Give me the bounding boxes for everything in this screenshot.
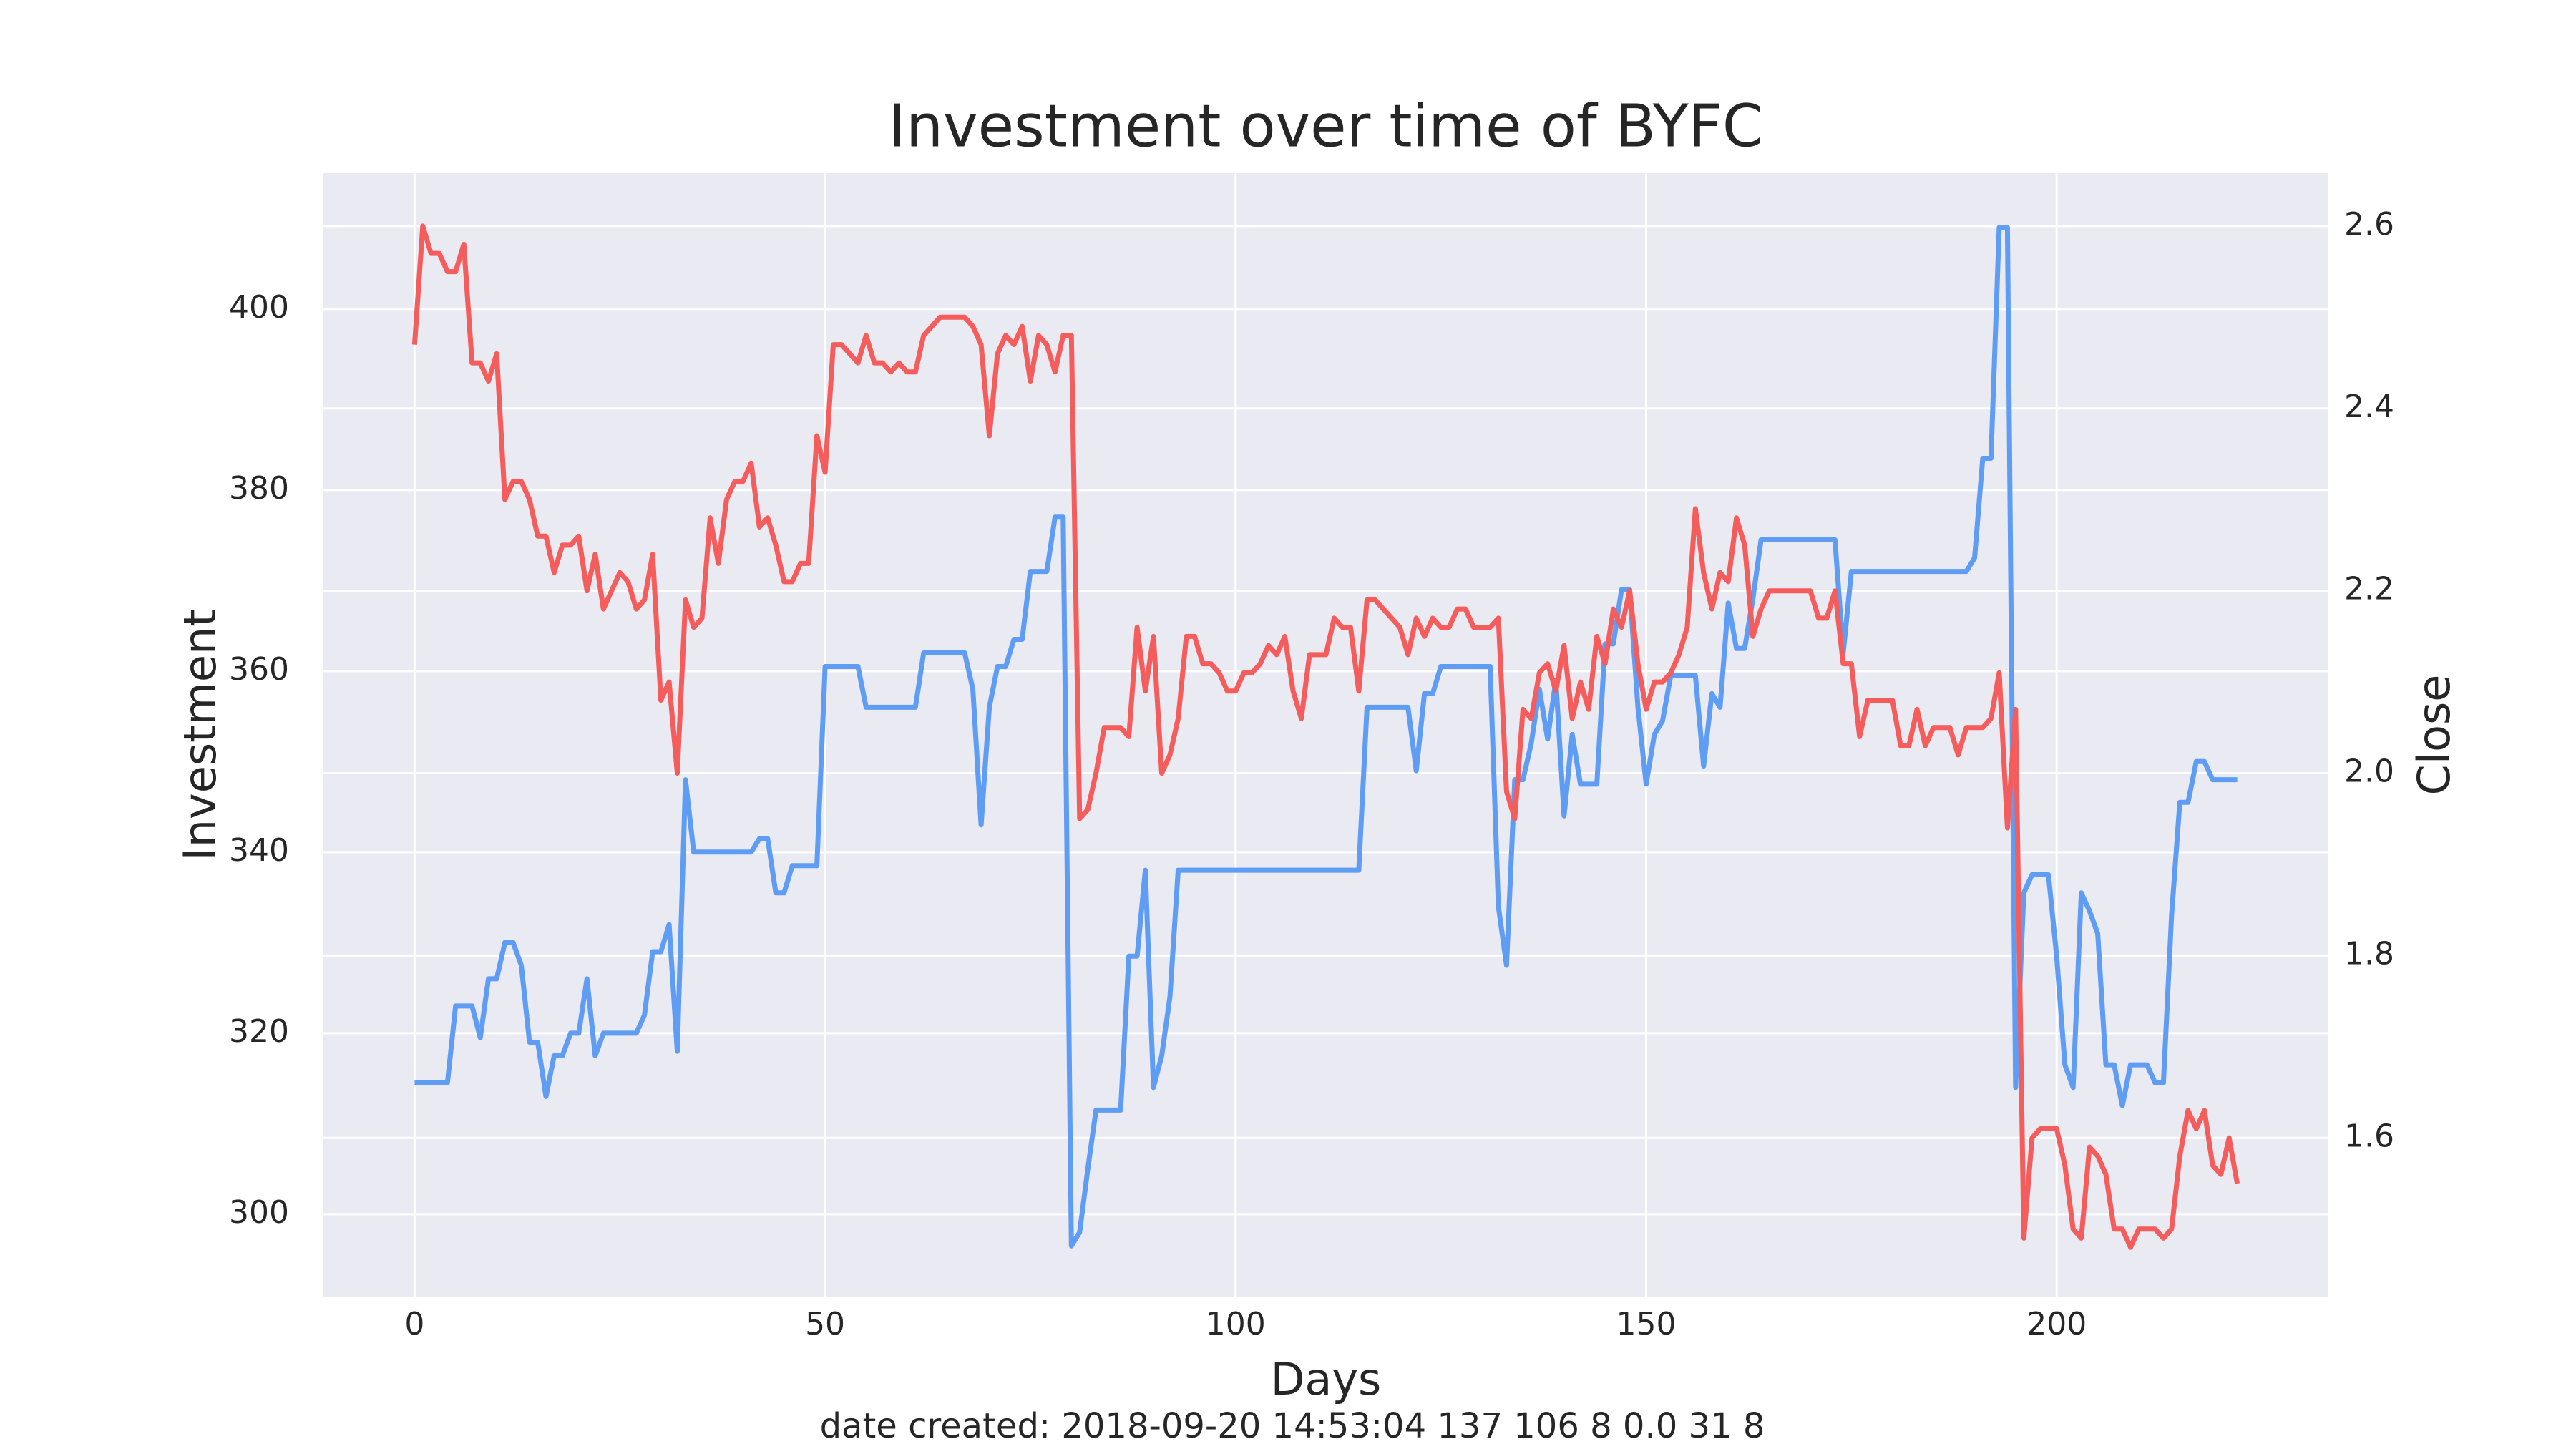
x-tick-label: 150 (1616, 1306, 1677, 1342)
chart-title: Investment over time of BYFC (889, 92, 1763, 160)
series-line (411, 223, 2240, 1250)
y2-tick-label: 2.6 (2344, 206, 2394, 243)
y-tick-label: 320 (229, 1013, 289, 1050)
y2-tick-label: 1.6 (2344, 1118, 2394, 1154)
x-tick-label: 100 (1206, 1306, 1266, 1342)
y-tick-label: 340 (229, 832, 289, 869)
y-tick-label: 400 (229, 289, 289, 326)
y-axis-label: Investment (174, 609, 226, 860)
y2-tick-label: 2.2 (2344, 571, 2394, 608)
y2-axis-label: Close (2408, 675, 2460, 796)
x-axis-label: Days (1271, 1353, 1382, 1405)
x-tick-label: 50 (805, 1306, 845, 1342)
x-tick-label: 0 (404, 1306, 424, 1342)
y-tick-label: 380 (229, 470, 289, 507)
y2-tick-label: 2.4 (2344, 389, 2394, 425)
y2-tick-label: 2.0 (2344, 753, 2394, 790)
plot-area (323, 173, 2328, 1297)
y-tick-label: 360 (229, 651, 289, 688)
footnote: date created: 2018-09-20 14:53:04 137 10… (820, 1406, 1765, 1446)
x-tick-label: 200 (2026, 1306, 2087, 1342)
y-tick-label: 300 (229, 1194, 289, 1231)
series-line (414, 225, 2238, 1249)
y2-tick-label: 1.8 (2344, 935, 2394, 972)
